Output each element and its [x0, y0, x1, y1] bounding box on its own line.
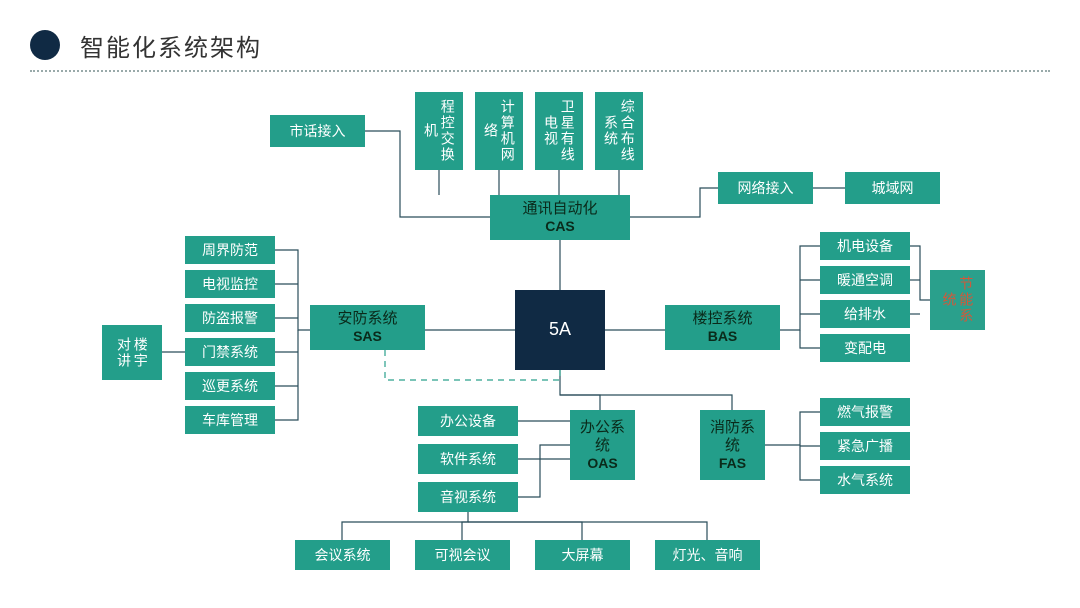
leaf-node-26: 大屏幕: [535, 540, 630, 570]
leaf-label: 音视系统: [440, 489, 496, 506]
leaf-label: 综合布线系统: [602, 96, 636, 166]
leaf-node-20: 水气系统: [820, 466, 910, 494]
leaf-label: 网络接入: [738, 180, 794, 197]
leaf-label: 紧急广播: [837, 438, 893, 455]
leaf-node-13: 车库管理: [185, 406, 275, 434]
leaf-label: 周界防范: [202, 242, 258, 259]
leaf-node-12: 巡更系统: [185, 372, 275, 400]
leaf-node-25: 可视会议: [415, 540, 510, 570]
leaf-label: 车库管理: [202, 412, 258, 429]
leaf-label: 软件系统: [440, 451, 496, 468]
leaf-node-18: 燃气报警: [820, 398, 910, 426]
system-node-sas: 安防系统SAS: [310, 305, 425, 350]
leaf-node-19: 紧急广播: [820, 432, 910, 460]
system-node-fas: 消防系统FAS: [700, 410, 765, 480]
leaf-label: 电视监控: [202, 276, 258, 293]
leaf-node-16: 给排水: [820, 300, 910, 328]
leaf-label: 门禁系统: [202, 344, 258, 361]
leaf-node-8: 周界防范: [185, 236, 275, 264]
leaf-node-27: 灯光、音响: [655, 540, 760, 570]
leaf-node-21: 办公设备: [418, 406, 518, 436]
leaf-label: 会议系统: [315, 547, 371, 564]
center-label: 5A: [549, 319, 571, 341]
leaf-label: 燃气报警: [837, 404, 893, 421]
leaf-node-7: 楼宇对讲: [102, 325, 162, 380]
system-node-bas: 楼控系统BAS: [665, 305, 780, 350]
leaf-node-2: 计算机网络: [475, 92, 523, 170]
leaf-node-0: 市话接入: [270, 115, 365, 147]
leaf-node-9: 电视监控: [185, 270, 275, 298]
leaf-node-24: 会议系统: [295, 540, 390, 570]
leaf-label: 防盗报警: [202, 310, 258, 327]
leaf-label: 可视会议: [435, 547, 491, 564]
leaf-node-11: 门禁系统: [185, 338, 275, 366]
leaf-node-17: 变配电: [820, 334, 910, 362]
system-node-cas: 通讯自动化CAS: [490, 195, 630, 240]
leaf-label: 程控交换机: [422, 96, 456, 166]
energy-node: 节能系统: [930, 270, 985, 330]
leaf-label: 机电设备: [837, 238, 893, 255]
center-node: 5A: [515, 290, 605, 370]
leaf-label: 卫星有线电视: [542, 96, 576, 166]
leaf-node-14: 机电设备: [820, 232, 910, 260]
leaf-label: 城域网: [872, 180, 914, 197]
leaf-node-10: 防盗报警: [185, 304, 275, 332]
leaf-node-15: 暖通空调: [820, 266, 910, 294]
energy-label: 节能系统: [941, 274, 975, 326]
leaf-node-3: 卫星有线电视: [535, 92, 583, 170]
leaf-node-1: 程控交换机: [415, 92, 463, 170]
leaf-node-22: 软件系统: [418, 444, 518, 474]
leaf-label: 计算机网络: [482, 96, 516, 166]
diagram-stage: 智能化系统架构 5A通讯自动化CAS安防系统SAS楼控系统BAS办公系统OAS消…: [0, 0, 1080, 608]
leaf-label: 水气系统: [837, 472, 893, 489]
leaf-label: 大屏幕: [562, 547, 604, 564]
leaf-node-5: 网络接入: [718, 172, 813, 204]
leaf-label: 办公设备: [440, 413, 496, 430]
leaf-node-23: 音视系统: [418, 482, 518, 512]
leaf-label: 灯光、音响: [673, 547, 743, 564]
leaf-label: 楼宇对讲: [115, 329, 149, 376]
leaf-label: 暖通空调: [837, 272, 893, 289]
system-node-oas: 办公系统OAS: [570, 410, 635, 480]
leaf-label: 市话接入: [290, 123, 346, 140]
leaf-node-4: 综合布线系统: [595, 92, 643, 170]
leaf-node-6: 城域网: [845, 172, 940, 204]
leaf-label: 变配电: [844, 340, 886, 357]
leaf-label: 给排水: [844, 306, 886, 323]
leaf-label: 巡更系统: [202, 378, 258, 395]
